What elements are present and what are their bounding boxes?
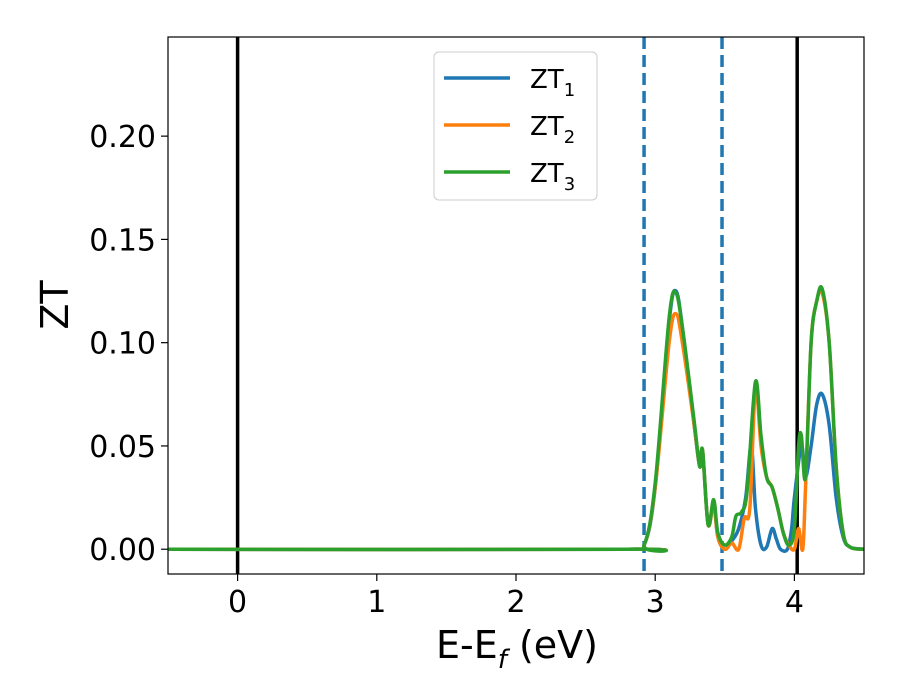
- x-axis-label: E-Ef (eV): [436, 623, 598, 675]
- legend: ZT1 ZT2 ZT3: [433, 51, 598, 201]
- legend-box: [433, 51, 598, 201]
- x-tick-label: 0: [228, 585, 247, 620]
- legend-label: ZT2: [530, 112, 575, 148]
- legend-label: ZT1: [530, 65, 575, 101]
- y-axis-label: ZT: [33, 280, 77, 330]
- y-tick-label: 0.05: [89, 430, 156, 465]
- series-line-zt3: [168, 285, 864, 553]
- legend-label: ZT3: [530, 159, 575, 195]
- x-tick-label: 1: [367, 585, 386, 620]
- x-axis-ticks: 0 1 2 3 4: [228, 574, 804, 620]
- series-lines: [168, 285, 864, 553]
- y-tick-label: 0.20: [89, 120, 156, 155]
- x-tick-label: 4: [785, 585, 804, 620]
- x-tick-label: 2: [506, 585, 525, 620]
- y-tick-label: 0.00: [89, 533, 156, 568]
- y-axis-ticks: 0.00 0.05 0.10 0.15 0.20: [89, 120, 168, 568]
- y-tick-label: 0.10: [89, 327, 156, 362]
- x-tick-label: 3: [646, 585, 665, 620]
- y-tick-label: 0.15: [89, 223, 156, 258]
